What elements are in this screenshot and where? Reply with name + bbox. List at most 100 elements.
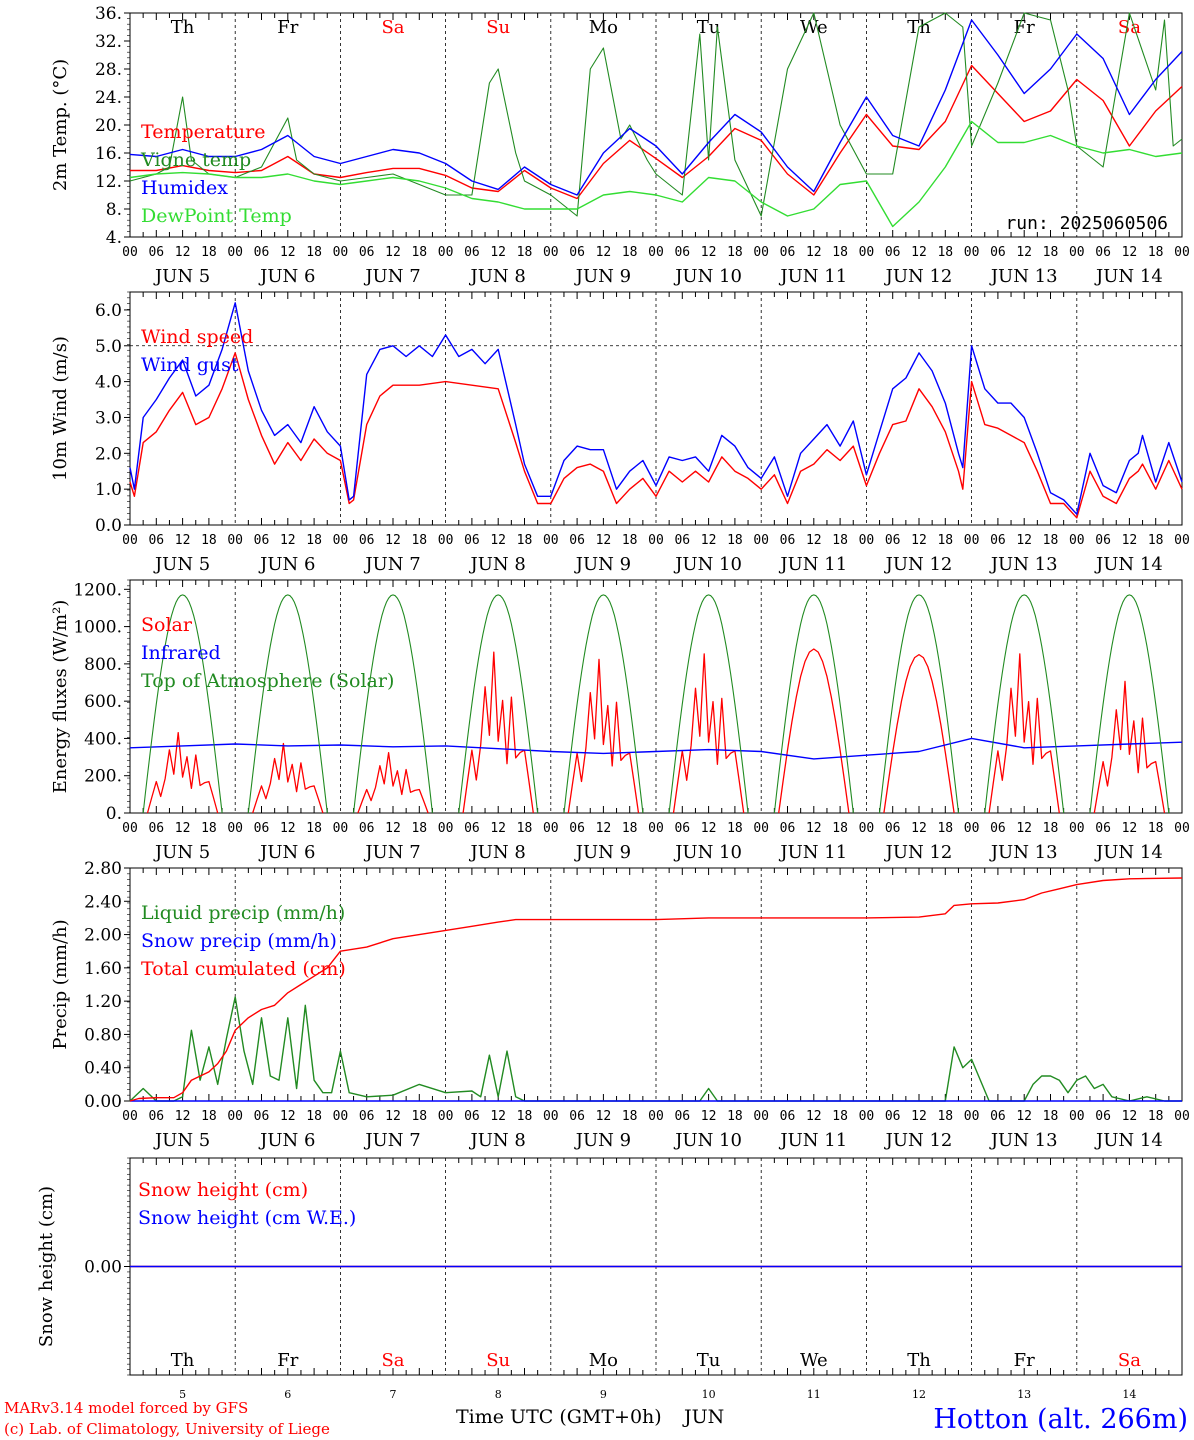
top-of-atmosphere-solar-line <box>984 594 1065 814</box>
humidex-line <box>129 19 1183 196</box>
hour-tick-label: 18 <box>517 821 533 836</box>
hour-tick-label: 06 <box>780 533 796 548</box>
y-tick-label: 16. <box>95 144 122 164</box>
date-label: JUN 6 <box>258 554 315 575</box>
hour-tick-label: 18 <box>622 821 638 836</box>
legend-solar: Solar <box>141 614 193 636</box>
y-tick-label: 28. <box>95 60 122 80</box>
hour-tick-label: 18 <box>937 245 953 260</box>
day-name-label: We <box>800 1350 828 1371</box>
hour-tick-label: 00 <box>753 1109 769 1124</box>
hour-tick-label: 18 <box>517 245 533 260</box>
hour-tick-label: 00 <box>122 245 138 260</box>
day-name-label: Sa <box>1118 1350 1141 1371</box>
y-tick-label: 1000. <box>73 618 122 638</box>
date-label: JUN 5 <box>153 842 210 863</box>
day-name-label: Sa <box>1118 17 1141 38</box>
y-tick-label: 600. <box>84 692 122 712</box>
hour-tick-label: 06 <box>254 1109 270 1124</box>
legend-top-of-atmosphere-solar: Top of Atmosphere (Solar) <box>141 670 394 692</box>
day-name-label: Th <box>171 1350 195 1371</box>
date-label: JUN 14 <box>1094 554 1163 575</box>
y-tick-label: 20. <box>95 116 122 136</box>
legend-humidex: Humidex <box>141 177 228 199</box>
date-label: JUN 10 <box>673 554 742 575</box>
y-tick-label: 2.00 <box>84 926 122 946</box>
hour-tick-label: 00 <box>964 245 980 260</box>
hour-tick-label: 06 <box>254 245 270 260</box>
y-tick-label: 4. <box>106 228 122 248</box>
day-name-label: Tu <box>697 17 721 38</box>
hour-tick-label: 18 <box>306 1109 322 1124</box>
y-tick-label: 12. <box>95 172 122 192</box>
date-label: JUN 8 <box>469 1130 526 1151</box>
plot-frame <box>129 12 1183 238</box>
date-label: JUN 14 <box>1094 842 1163 863</box>
y-tick-label: 8. <box>106 200 122 220</box>
hour-tick-label: 18 <box>306 245 322 260</box>
hour-tick-label: 06 <box>990 245 1006 260</box>
legend-snow-precip-mm-h: Snow precip (mm/h) <box>141 930 337 952</box>
hour-tick-label: 18 <box>517 533 533 548</box>
date-label: JUN 12 <box>884 554 953 575</box>
date-label: JUN 13 <box>989 266 1058 287</box>
hour-tick-label: 06 <box>780 245 796 260</box>
hour-tick-label: 12 <box>701 821 717 836</box>
hour-tick-label: 00 <box>648 821 664 836</box>
hour-tick-label: 12 <box>806 821 822 836</box>
top-of-atmosphere-solar-line <box>878 594 960 814</box>
hour-tick-label: 12 <box>280 1109 296 1124</box>
bottom-day-number: 6 <box>284 1388 291 1401</box>
hour-tick-label: 06 <box>885 533 901 548</box>
hour-tick-label: 06 <box>569 821 585 836</box>
hour-tick-label: 12 <box>701 533 717 548</box>
hour-tick-label: 18 <box>411 1109 427 1124</box>
hour-tick-label: 12 <box>1122 533 1138 548</box>
hour-tick-label: 00 <box>333 1109 349 1124</box>
hour-tick-label: 18 <box>937 821 953 836</box>
hour-tick-label: 00 <box>1069 245 1085 260</box>
hour-tick-label: 00 <box>438 821 454 836</box>
day-name-label: We <box>800 17 828 38</box>
hour-tick-label: 00 <box>438 1109 454 1124</box>
day-name-label: Fr <box>277 1350 298 1371</box>
date-label: JUN 5 <box>153 266 210 287</box>
bottom-day-number: 12 <box>912 1388 926 1401</box>
date-label: JUN 8 <box>469 266 526 287</box>
solar-line <box>146 731 219 814</box>
hour-tick-label: 12 <box>280 533 296 548</box>
hour-tick-label: 18 <box>306 533 322 548</box>
date-label: JUN 5 <box>153 554 210 575</box>
hour-tick-label: 18 <box>1043 245 1059 260</box>
hour-tick-label: 12 <box>280 245 296 260</box>
hour-tick-label: 00 <box>227 1109 243 1124</box>
date-label: JUN 11 <box>778 266 847 287</box>
hour-tick-label: 12 <box>385 245 401 260</box>
hour-tick-label: 18 <box>832 533 848 548</box>
hour-tick-label: 18 <box>727 245 743 260</box>
top-of-atmosphere-solar-line <box>563 594 644 814</box>
hour-tick-label: 12 <box>911 245 927 260</box>
date-label: JUN 6 <box>258 1130 315 1151</box>
hour-tick-label: 00 <box>1174 1109 1190 1124</box>
day-name-label: Th <box>171 17 195 38</box>
y-axis-label: Energy fluxes (W/m²) <box>50 600 71 794</box>
y-tick-label: 0.00 <box>84 1258 122 1278</box>
bottom-day-number: 11 <box>807 1388 821 1401</box>
top-of-atmosphere-solar-line <box>247 594 328 814</box>
y-tick-label: 0.40 <box>84 1059 122 1079</box>
hour-tick-label: 06 <box>885 1109 901 1124</box>
hour-tick-label: 06 <box>359 821 375 836</box>
hour-tick-label: 18 <box>622 245 638 260</box>
top-of-atmosphere-solar-line <box>773 594 854 814</box>
y-tick-label: 200. <box>84 767 122 787</box>
hour-tick-label: 06 <box>569 1109 585 1124</box>
hour-tick-label: 00 <box>648 245 664 260</box>
y-tick-label: 0.0 <box>95 516 122 536</box>
hour-tick-label: 12 <box>701 1109 717 1124</box>
hour-tick-label: 06 <box>464 533 480 548</box>
legend-dewpoint-temp: DewPoint Temp <box>141 205 292 227</box>
hour-tick-label: 06 <box>254 533 270 548</box>
panel-3: 1200. 1000. 800. 600. 400. 200. 0. Energy fluxe… <box>50 579 1190 863</box>
hour-tick-label: 06 <box>359 1109 375 1124</box>
